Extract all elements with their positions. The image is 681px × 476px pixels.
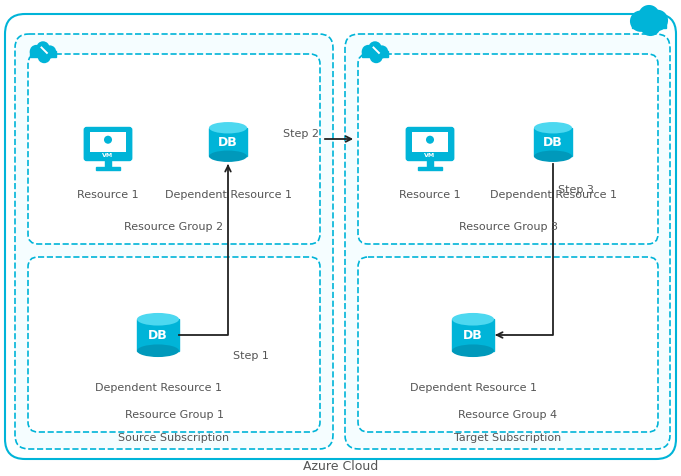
Polygon shape [40,47,48,55]
FancyBboxPatch shape [5,15,676,459]
Bar [30,52,57,58]
Bar [362,52,388,58]
FancyBboxPatch shape [406,128,454,162]
Text: DB: DB [543,136,563,149]
Polygon shape [372,47,380,55]
FancyBboxPatch shape [358,258,658,432]
Ellipse shape [452,313,494,326]
FancyBboxPatch shape [412,132,448,152]
FancyBboxPatch shape [90,132,126,152]
Text: Resource Group 1: Resource Group 1 [125,409,223,419]
Text: DB: DB [218,136,238,149]
Circle shape [638,6,660,27]
Circle shape [639,16,661,37]
Text: VM: VM [102,152,114,158]
Circle shape [37,42,50,55]
Text: Azure: Azure [31,63,55,72]
Ellipse shape [209,151,247,163]
Text: Dependent Resource 1: Dependent Resource 1 [95,382,221,392]
Text: DB: DB [463,329,483,342]
Circle shape [375,46,388,60]
Circle shape [647,10,668,32]
FancyBboxPatch shape [28,258,320,432]
Ellipse shape [209,123,247,134]
Ellipse shape [137,313,179,326]
FancyBboxPatch shape [358,55,658,245]
Bar [632,22,666,29]
Text: Resource Group 4: Resource Group 4 [458,409,558,419]
FancyBboxPatch shape [84,128,132,162]
Text: Azure: Azure [362,63,387,72]
Ellipse shape [534,123,572,134]
Circle shape [43,46,57,60]
Text: Step 2: Step 2 [283,129,319,139]
Bar [137,319,179,351]
Text: Target Subscription: Target Subscription [454,432,561,442]
Circle shape [426,137,434,144]
Text: Azure Cloud: Azure Cloud [303,459,378,473]
Circle shape [37,51,50,64]
FancyBboxPatch shape [345,35,670,449]
Text: Dependent Resource 1: Dependent Resource 1 [490,189,616,199]
Text: Step 3: Step 3 [558,185,594,195]
Text: Resource Group 2: Resource Group 2 [125,221,223,231]
Text: Dependent Resource 1: Dependent Resource 1 [409,382,537,392]
Bar [427,161,433,168]
Bar [534,129,572,157]
Bar [452,319,494,351]
FancyBboxPatch shape [15,35,333,449]
Text: Source Subscription: Source Subscription [118,432,229,442]
Text: DB: DB [148,329,168,342]
Circle shape [362,46,375,59]
Ellipse shape [137,345,179,357]
Text: Resource Group 3: Resource Group 3 [458,221,558,231]
Circle shape [104,137,112,144]
Ellipse shape [452,345,494,357]
Bar [209,129,247,157]
Circle shape [630,11,651,33]
Bar [96,168,120,170]
Circle shape [30,46,43,59]
Text: Resource 1: Resource 1 [399,189,461,199]
Bar [105,161,111,168]
Circle shape [368,42,381,55]
Text: Step 1: Step 1 [233,350,269,360]
Text: Dependent Resource 1: Dependent Resource 1 [165,189,291,199]
Text: Resource 1: Resource 1 [77,189,139,199]
Ellipse shape [534,151,572,163]
Circle shape [370,51,383,64]
Text: VM: VM [424,152,436,158]
FancyBboxPatch shape [28,55,320,245]
Bar [418,168,442,170]
